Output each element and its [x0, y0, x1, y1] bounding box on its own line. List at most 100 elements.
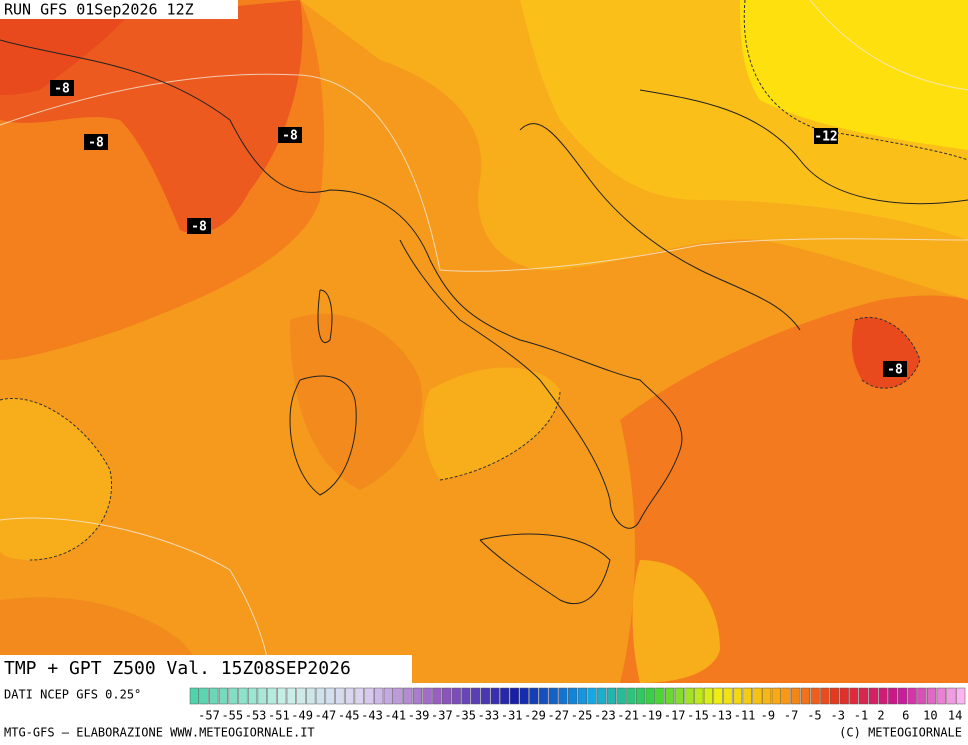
colorbar-swatch [315, 687, 326, 705]
colorbar-labels: -57 -55 -53 -51 -49 -47 -45 -43 -41 -39 -37 -35 -33-… [198, 709, 962, 723]
colorbar-label: -35 [454, 709, 476, 723]
colorbar-swatch [771, 687, 781, 705]
colorbar-swatch [500, 687, 510, 705]
footer-left: MTG-GFS — ELABORAZIONE WWW.METEOGIORNALE… [4, 726, 315, 740]
colorbar-swatch [189, 687, 199, 705]
warm-region [0, 398, 112, 560]
colorbar-swatch [946, 687, 956, 705]
cold-region [0, 0, 140, 95]
colorbar-label: 14 [948, 709, 962, 723]
colorbar-label: -17 [664, 709, 686, 723]
colorbar-swatch [674, 687, 684, 705]
colorbar-swatch [267, 687, 277, 705]
colorbar-label: -13 [710, 709, 732, 723]
colorbar-label: -15 [687, 709, 709, 723]
colorbar-label: -47 [315, 709, 337, 723]
colorbar-swatch [713, 687, 723, 705]
colorbar-label: 2 [877, 709, 884, 723]
colorbar-swatch [897, 687, 908, 705]
colorbar-label: -3 [830, 709, 844, 723]
colorbar-swatch [509, 687, 520, 705]
colorbar-swatch [199, 687, 209, 705]
colorbar-swatch [742, 687, 752, 705]
colorbar-label: -7 [784, 709, 798, 723]
colorbar-swatch [218, 687, 229, 705]
colorbar-swatch [626, 687, 636, 705]
contour-label: -8 [191, 220, 207, 235]
colorbar-label: -57 [198, 709, 220, 723]
colorbar-swatch [383, 687, 393, 705]
colorbar-swatch [587, 687, 597, 705]
colorbar-label: -51 [268, 709, 290, 723]
coastline [0, 39, 968, 605]
colorbar-label: -21 [617, 709, 639, 723]
contour-labels: -8 -8 -8 -8 -12 -8 [50, 80, 907, 378]
colorbar-swatch [441, 687, 452, 705]
colorbar-swatch [296, 687, 306, 705]
map: -8 -8 -8 -8 -12 -8 [0, 0, 968, 684]
colorbar-swatch [412, 687, 423, 705]
colorbar-swatch [325, 687, 335, 705]
colorbar-swatch [597, 687, 607, 705]
colorbar-swatch [800, 687, 811, 705]
colorbar-swatch [247, 687, 258, 705]
cool-region [620, 295, 968, 683]
colorbar-swatch [849, 687, 859, 705]
colorbar-swatch [471, 687, 481, 705]
colorbar-label: -1 [854, 709, 868, 723]
colorbar-swatch [374, 687, 384, 705]
colorbar-swatch [878, 687, 888, 705]
colorbar-label: -37 [431, 709, 453, 723]
caption-box [0, 655, 412, 683]
colorbar-swatch [684, 687, 694, 705]
colorbar-swatch [645, 687, 655, 705]
colorbar-swatch [762, 687, 772, 705]
colorbar-swatch [277, 687, 287, 705]
colorbar-label: -39 [408, 709, 430, 723]
colorbar-label: -25 [571, 709, 593, 723]
colorbar-swatch [228, 687, 238, 705]
contour-label-box [278, 127, 302, 143]
colorbar-swatch [859, 687, 869, 705]
colorbar-swatch [529, 687, 539, 705]
warm-region [423, 367, 560, 480]
colorbar-label: -29 [524, 709, 546, 723]
contour-label-box [187, 218, 211, 234]
colorbar-swatch [936, 687, 946, 705]
source-label: DATI NCEP GFS 0.25° [4, 688, 141, 702]
colorbar-swatch [606, 687, 617, 705]
contour-label: -8 [88, 136, 104, 151]
colorbar-label: -23 [594, 709, 616, 723]
run-box [0, 0, 238, 19]
colorbar-swatch [888, 687, 898, 705]
colorbar-swatch [286, 687, 296, 705]
colorbar-swatch [868, 687, 878, 705]
colorbar-label: -5 [807, 709, 821, 723]
colorbar-swatch [732, 687, 743, 705]
caption-title: TMP + GPT Z500 Val. 15Z08SEP2026 [4, 658, 351, 679]
colorbar-swatch [451, 687, 461, 705]
colorbar-swatch [791, 687, 801, 705]
contour-label: -8 [282, 129, 298, 144]
colorbar-swatch [548, 687, 558, 705]
colorbar-swatch [781, 687, 791, 705]
run-label: RUN GFS 01Sep2026 12Z [4, 1, 194, 19]
warm-region [632, 560, 720, 683]
colorbar-label: -45 [338, 709, 360, 723]
colorbar-swatch [752, 687, 762, 705]
colorbar-swatch [335, 687, 345, 705]
colorbar-swatch [616, 687, 626, 705]
colorbar-label: -9 [761, 709, 775, 723]
colorbar-swatch [917, 687, 927, 705]
warm-region [740, 0, 968, 150]
colorbar-label: -41 [384, 709, 406, 723]
contour-label-box [50, 80, 74, 96]
colorbar-label: -31 [501, 709, 523, 723]
colorbar-swatch [538, 687, 549, 705]
colorbar-swatch [432, 687, 442, 705]
colorbar-label: -27 [547, 709, 569, 723]
contour-label: -12 [814, 130, 837, 145]
colorbar-label: -11 [734, 709, 756, 723]
colorbar-swatch [558, 687, 568, 705]
contour-label: -8 [887, 363, 903, 378]
